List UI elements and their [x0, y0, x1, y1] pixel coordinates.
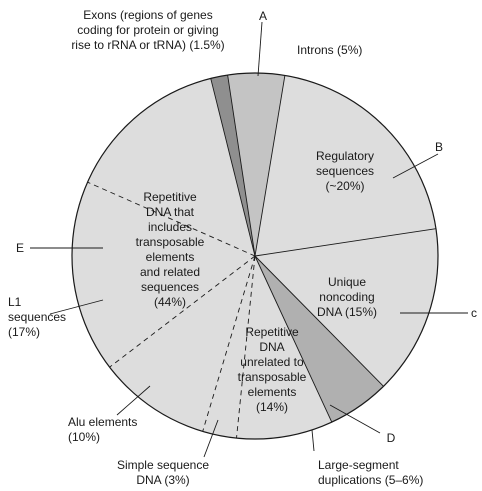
- label-simple-sequence: Simple sequence DNA (3%): [117, 458, 209, 487]
- slice-repetitive-unrelated: [236, 256, 332, 439]
- pie-slices: [72, 72, 438, 439]
- letter-b: B: [435, 140, 443, 154]
- divider-dashed-0: [236, 255, 256, 439]
- leader-large-segment: [311, 429, 315, 452]
- slice-alu: [109, 256, 255, 432]
- slice-labels: Exons (regions of genes coding for protei…: [8, 8, 477, 487]
- letter-e: E: [16, 241, 24, 255]
- divider-dashed-2: [109, 255, 256, 368]
- pie-divider-lines: [87, 74, 437, 439]
- label-introns: Introns (5%): [297, 43, 362, 57]
- divider-solid-1: [227, 74, 256, 257]
- leader-b: [392, 153, 439, 179]
- leader-a: [257, 21, 263, 77]
- divider-solid-0: [210, 78, 256, 257]
- divider-dashed-3: [87, 181, 256, 257]
- divider-solid-5: [254, 255, 333, 423]
- slice-large-segment: [255, 256, 384, 423]
- divider-solid-2: [254, 75, 286, 257]
- slice-introns: [227, 72, 285, 256]
- label-large-segment: Large-segment duplications (5–6%): [318, 458, 423, 487]
- divider-solid-4: [254, 255, 384, 387]
- slice-unique-noncoding: [255, 228, 438, 387]
- label-alu: Alu elements (10%): [68, 415, 137, 444]
- label-regulatory: Regulatory sequences (~20%): [316, 149, 374, 193]
- slice-simple-sequence: [202, 256, 255, 439]
- label-repetitive-unrelated: Repetitive DNA unrelated to transposable ele…: [238, 325, 307, 414]
- letter-d: D: [387, 431, 396, 445]
- slice-regulatory: [255, 75, 436, 256]
- label-exons: Exons (regions of genes coding for protei…: [71, 8, 224, 52]
- letter-c: c: [471, 306, 477, 320]
- leader-simple: [203, 419, 219, 458]
- slice-l1: [72, 182, 256, 368]
- divider-dashed-1: [202, 255, 256, 432]
- label-l1: L1 sequences (17%): [8, 295, 66, 339]
- leader-d: [329, 404, 381, 434]
- label-unique-noncoding: Unique noncoding DNA (15%): [317, 275, 377, 319]
- slice-other-transposable: [87, 78, 255, 256]
- label-leader-lines: [30, 21, 468, 458]
- leader-alu: [116, 385, 151, 416]
- letter-a: A: [259, 9, 267, 23]
- leader-l1: [49, 299, 104, 315]
- divider-solid-3: [254, 228, 437, 257]
- pie-outline: [71, 72, 439, 440]
- label-repetitive-transposable: Repetitive DNA that includes transposable el…: [136, 190, 205, 309]
